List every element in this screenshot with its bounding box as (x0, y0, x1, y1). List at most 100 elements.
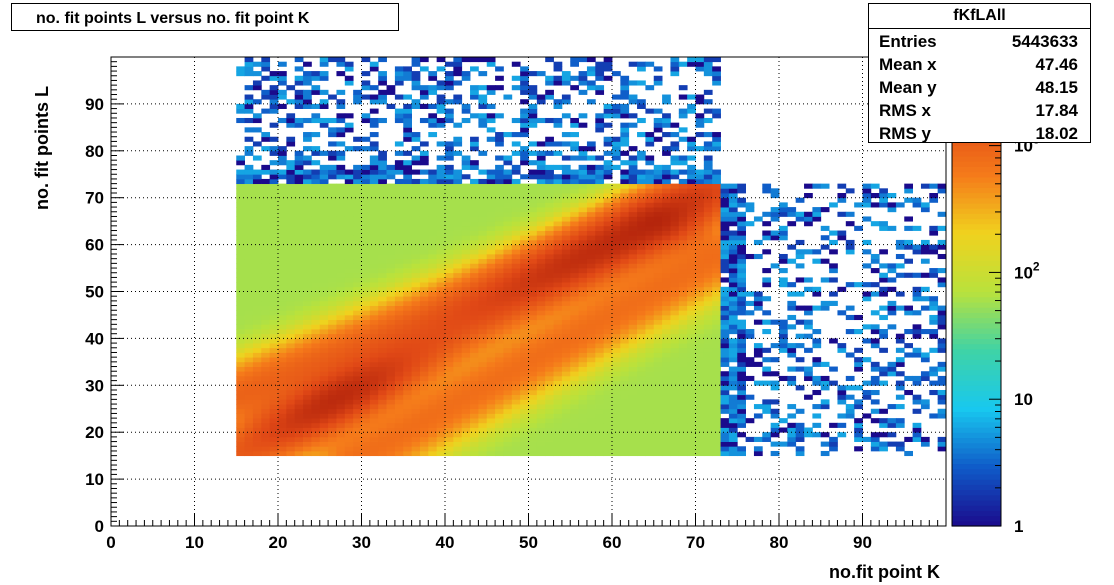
heatmap-cell (386, 164, 396, 170)
heatmap-cell (678, 207, 688, 213)
heatmap-cell (278, 244, 287, 250)
heatmap-cell (628, 347, 638, 353)
heatmap-cell (570, 352, 579, 358)
heatmap-cell (603, 141, 613, 147)
heatmap-cell (653, 249, 663, 255)
heatmap-cell (595, 347, 605, 353)
heatmap-cell (586, 404, 596, 410)
heatmap-cell (344, 277, 354, 283)
heatmap-cell (570, 441, 579, 447)
heatmap-cell (854, 432, 863, 438)
heatmap-cell (595, 122, 605, 128)
heatmap-cell (428, 258, 438, 264)
heatmap-cell (278, 150, 287, 156)
heatmap-cell (428, 436, 438, 442)
heatmap-cell (586, 277, 596, 283)
heatmap-cell (436, 183, 446, 189)
heatmap-cell (628, 99, 638, 105)
heatmap-cell (495, 450, 504, 457)
heatmap-cell (912, 244, 922, 250)
heatmap-cell (244, 61, 254, 67)
heatmap-cell (445, 333, 454, 339)
heatmap-cell (553, 310, 563, 316)
heatmap-cell (445, 375, 454, 382)
heatmap-cell (520, 183, 529, 189)
heatmap-cell (403, 347, 412, 353)
heatmap-cell (336, 366, 346, 372)
heatmap-cell (670, 380, 680, 386)
heatmap-cell (378, 371, 387, 377)
heatmap-cell (411, 183, 421, 189)
heatmap-cell (252, 310, 262, 316)
heatmap-cell (294, 57, 304, 63)
heatmap-cell (511, 432, 521, 438)
heatmap-cell (553, 272, 563, 278)
heatmap-cell (612, 333, 621, 339)
heatmap-cell (528, 338, 538, 344)
heatmap-cell (461, 418, 471, 424)
heatmap-cell (670, 268, 680, 274)
heatmap-cell (344, 207, 354, 213)
heatmap-cell (703, 329, 713, 335)
heatmap-cell (595, 413, 605, 419)
heatmap-cell (620, 141, 630, 147)
heatmap-cell (252, 352, 262, 358)
heatmap-cell (737, 385, 746, 391)
heatmap-cell (261, 202, 271, 208)
heatmap-cell (411, 221, 421, 227)
heatmap-cell (411, 380, 421, 386)
heatmap-cell (536, 324, 546, 330)
heatmap-cell (261, 441, 271, 447)
heatmap-cell (311, 385, 321, 391)
heatmap-cell (436, 108, 446, 114)
heatmap-cell (678, 324, 688, 330)
heatmap-cell (278, 146, 287, 152)
heatmap-cell (837, 286, 847, 292)
heatmap-cell (929, 319, 939, 325)
heatmap-cell (595, 263, 605, 269)
heatmap-cell (369, 380, 379, 386)
heatmap-cell (528, 263, 538, 269)
heatmap-cell (553, 122, 563, 128)
heatmap-cell (595, 427, 605, 433)
heatmap-cell (328, 169, 337, 175)
heatmap-cell (278, 385, 287, 391)
heatmap-cell (486, 338, 496, 344)
heatmap-cell (520, 221, 529, 227)
heatmap-cell (419, 404, 429, 410)
heatmap-cell (344, 244, 354, 250)
heatmap-cell (361, 418, 371, 424)
heatmap-cell (344, 352, 354, 358)
heatmap-cell (553, 75, 563, 81)
heatmap-cell (311, 221, 321, 227)
heatmap-cell (612, 432, 621, 438)
heatmap-cell (637, 249, 646, 255)
heatmap-cell (403, 235, 412, 241)
heatmap-cell (286, 413, 296, 419)
heatmap-cell (311, 75, 321, 81)
heatmap-cell (553, 375, 563, 382)
heatmap-cell (453, 347, 463, 353)
heatmap-cell (670, 324, 680, 330)
heatmap-cell (804, 211, 813, 217)
heatmap-cell (703, 432, 713, 438)
heatmap-cell (862, 357, 872, 363)
heatmap-cell (628, 404, 638, 410)
heatmap-cell (278, 272, 287, 278)
heatmap-cell (261, 389, 271, 396)
heatmap-cell (545, 436, 554, 442)
heatmap-cell (612, 324, 621, 330)
heatmap-cell (570, 272, 579, 278)
heatmap-cell (278, 446, 287, 452)
heatmap-cell (603, 249, 613, 255)
heatmap-cell (394, 422, 404, 428)
heatmap-cell (252, 436, 262, 442)
heatmap-cell (445, 117, 454, 124)
heatmap-cell (804, 193, 813, 199)
heatmap-cell (536, 399, 546, 405)
heatmap-cell (252, 197, 262, 203)
heatmap-cell (319, 225, 329, 231)
heatmap-cell (453, 329, 463, 335)
heatmap-cell (570, 357, 579, 363)
heatmap-cell (637, 239, 646, 245)
